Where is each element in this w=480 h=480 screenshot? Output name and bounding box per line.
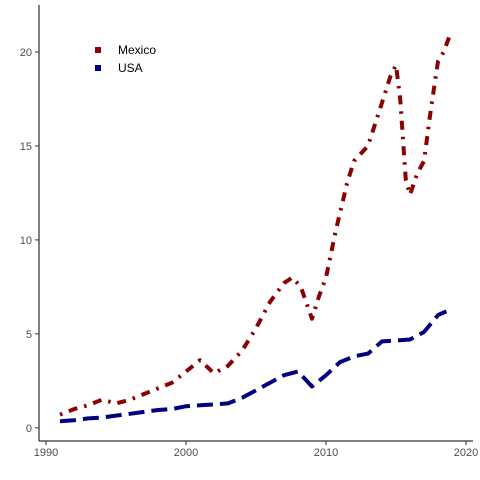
x-tick-label: 2020 <box>454 447 478 459</box>
series-line-mexico <box>59 32 453 417</box>
legend: Mexico USA <box>95 43 156 75</box>
x-tick-label: 2000 <box>174 447 198 459</box>
legend-key-mexico <box>95 47 101 53</box>
series-line-usa <box>59 309 448 424</box>
axes <box>38 5 473 442</box>
y-tick-label: 20 <box>20 47 32 59</box>
legend-label-usa: USA <box>118 61 143 75</box>
y-tick-label: 0 <box>26 423 32 435</box>
x-tick-label: 1990 <box>34 447 58 459</box>
y-axis-ticks: 0 5 10 15 20 <box>20 47 39 435</box>
y-tick-label: 5 <box>26 329 32 341</box>
y-tick-label: 10 <box>20 235 32 247</box>
x-axis-ticks: 1990 2000 2010 2020 <box>34 441 478 459</box>
legend-label-mexico: Mexico <box>118 43 156 57</box>
legend-key-usa <box>95 65 101 71</box>
y-tick-label: 15 <box>20 141 32 153</box>
x-tick-label: 2010 <box>314 447 338 459</box>
series-lines <box>59 32 453 424</box>
